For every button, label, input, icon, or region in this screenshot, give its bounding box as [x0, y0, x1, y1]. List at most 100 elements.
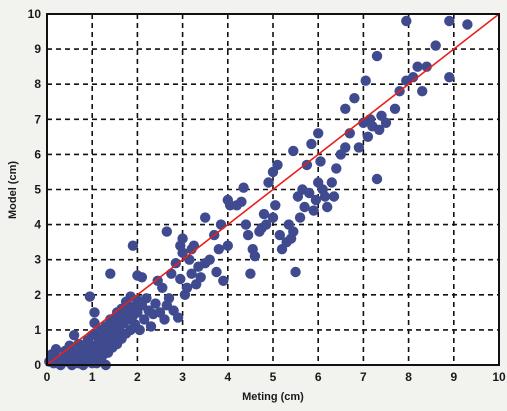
data-point [200, 212, 211, 223]
y-tick-label: 4 [34, 218, 41, 232]
data-point [186, 244, 197, 255]
data-point [258, 208, 270, 220]
x-tick-label: 3 [179, 370, 186, 384]
data-point [353, 142, 365, 153]
data-point [417, 86, 428, 97]
y-tick-label: 0 [34, 358, 41, 372]
data-point [444, 15, 455, 27]
data-point [132, 270, 143, 281]
y-tick-label: 7 [34, 112, 41, 126]
data-point [306, 138, 317, 150]
data-point [270, 200, 281, 211]
data-point [211, 266, 222, 278]
data-point [328, 191, 340, 202]
data-point [349, 93, 360, 104]
data-point [186, 268, 197, 279]
data-point [263, 177, 274, 188]
data-point [288, 145, 299, 157]
data-point [344, 128, 355, 139]
data-point [68, 330, 80, 341]
x-tick-label: 8 [405, 370, 412, 384]
data-point [412, 61, 423, 72]
data-point [401, 15, 412, 27]
data-point [340, 103, 351, 115]
x-tick-label: 1 [89, 370, 96, 384]
data-point [267, 166, 279, 178]
data-point [89, 307, 100, 318]
reference-line [46, 13, 500, 366]
data-point [238, 182, 249, 193]
data-point [304, 187, 315, 199]
reference-line-layer [46, 13, 500, 366]
y-tick-label: 5 [34, 183, 41, 197]
data-point [249, 251, 261, 262]
x-tick-label: 9 [450, 370, 457, 384]
data-point [177, 233, 188, 244]
data-point [157, 282, 168, 293]
y-tick-label: 3 [34, 253, 41, 267]
data-point [301, 159, 313, 171]
data-point [213, 244, 224, 255]
data-point [299, 201, 310, 213]
y-axis-label: Model (cm) [7, 161, 19, 219]
x-tick-label: 10 [492, 370, 506, 384]
data-point [84, 291, 96, 302]
y-tick-label: 9 [34, 42, 41, 56]
data-point [139, 314, 150, 325]
data-point [462, 19, 473, 30]
data-point [331, 163, 342, 174]
data-point [204, 254, 215, 265]
data-point [166, 268, 177, 279]
data-point [430, 40, 441, 51]
y-tick-labels: 0 1 2 3 4 5 6 7 8 9 10 [28, 7, 42, 372]
data-point [218, 275, 229, 286]
data-point [50, 344, 62, 355]
y-tick-label: 1 [34, 323, 41, 337]
data-point [134, 324, 145, 336]
data-point [240, 219, 252, 230]
plot-frame [46, 13, 500, 366]
data-point [374, 124, 385, 135]
x-axis-label: Meting (cm) [242, 391, 304, 403]
data-point [389, 103, 401, 115]
data-point [371, 173, 383, 185]
data-point [181, 282, 193, 293]
data-point [145, 321, 157, 332]
data-point [172, 312, 184, 323]
data-point [371, 50, 383, 62]
data-point [444, 72, 455, 83]
data-point [319, 191, 331, 202]
data-point [215, 219, 227, 230]
data-point [175, 273, 186, 285]
data-point [326, 177, 337, 188]
data-point [421, 61, 432, 72]
data-point [315, 156, 326, 167]
data-point [222, 194, 233, 206]
data-point [313, 128, 324, 139]
data-point [407, 72, 419, 83]
x-tick-label: 6 [315, 370, 322, 384]
y-tick-label: 2 [34, 288, 41, 302]
data-point [362, 131, 374, 142]
y-tick-label: 6 [34, 147, 41, 161]
data-point [161, 226, 172, 237]
data-point [261, 219, 272, 230]
data-point [195, 272, 206, 283]
data-point [294, 212, 306, 223]
data-point [322, 201, 333, 213]
y-tick-label: 8 [34, 77, 41, 91]
data-point [150, 298, 161, 309]
x-tick-label: 7 [360, 370, 367, 384]
data-point [222, 240, 233, 251]
x-tick-label: 2 [134, 370, 141, 384]
data-point [236, 196, 247, 207]
x-tick-labels: 0 1 2 3 4 5 6 7 8 9 10 [44, 370, 506, 384]
y-tick-label: 10 [28, 7, 42, 21]
x-tick-label: 0 [44, 370, 51, 384]
x-tick-label: 5 [270, 370, 277, 384]
data-point [288, 226, 299, 237]
data-point [245, 268, 256, 279]
data-point [127, 240, 139, 251]
